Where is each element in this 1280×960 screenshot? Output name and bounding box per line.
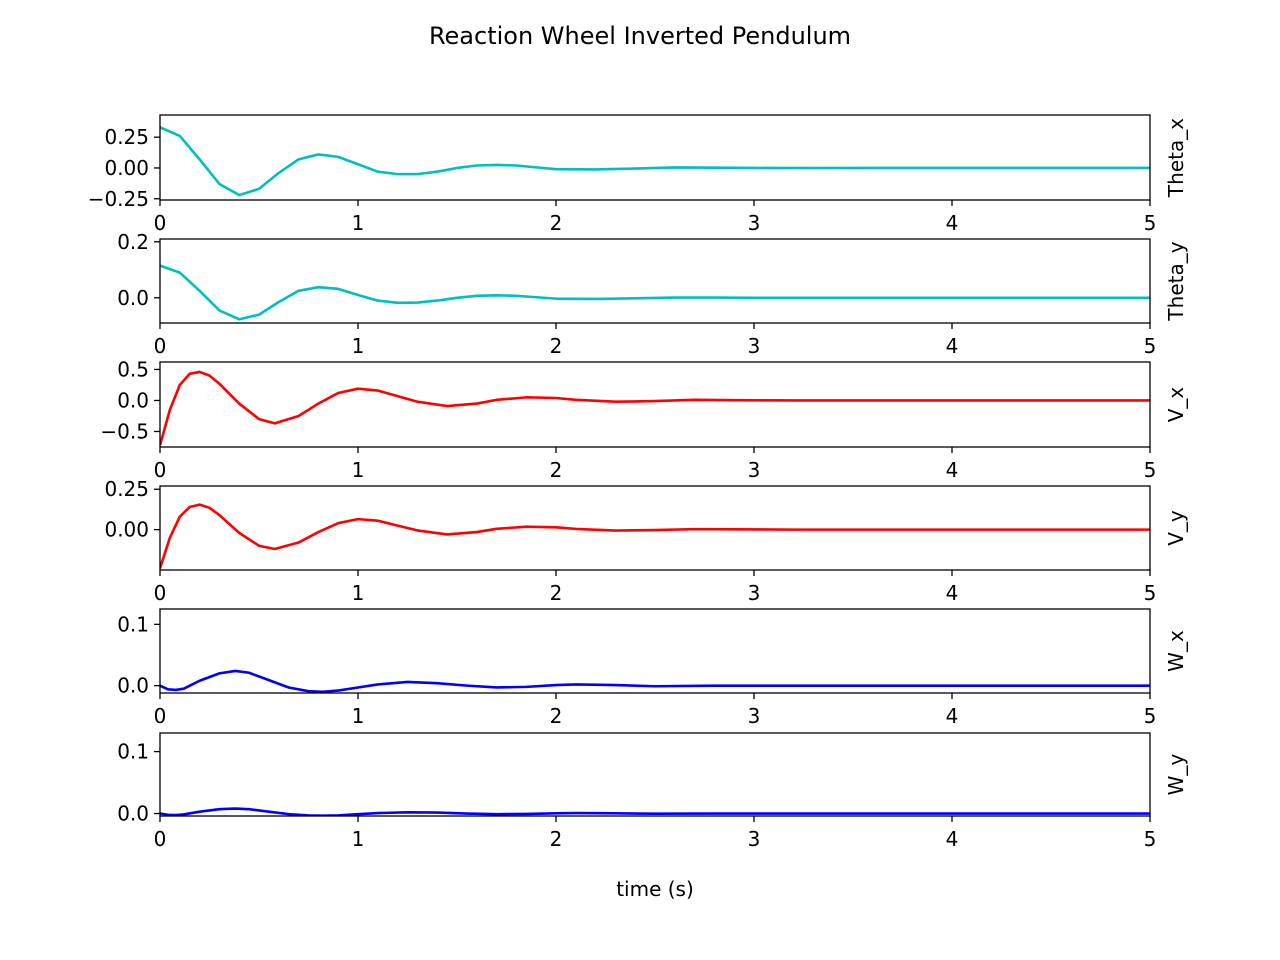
x-tick-label: 4 [946, 211, 959, 235]
x-tick-label: 3 [748, 704, 761, 728]
x-tick-label: 3 [748, 334, 761, 358]
y-tick-label: 0.0 [117, 388, 149, 412]
subplot-w-x: 0 1 2 3 4 5 0.0 0.1 W_x [117, 608, 1188, 728]
subplot-v-x: 0 1 2 3 4 5 −0.5 0.0 0.5 V_x [100, 357, 1188, 482]
x-tick-label: 2 [550, 334, 563, 358]
y-tick-label: 0.00 [104, 156, 149, 180]
axes-frame [159, 485, 1151, 571]
x-tick-label: 3 [748, 581, 761, 605]
x-tick-label: 0 [154, 704, 167, 728]
x-tick-label: 5 [1144, 704, 1157, 728]
x-tick-label: 4 [946, 334, 959, 358]
y-axis-label: V_x [1164, 387, 1188, 423]
y-tick-label: 0.2 [117, 230, 149, 254]
x-tick-label: 1 [352, 827, 365, 851]
x-tick-label: 2 [550, 704, 563, 728]
subplot-theta-y: 0 1 2 3 4 5 0.0 0.2 Theta_y [117, 230, 1188, 358]
x-tick-label: 5 [1144, 334, 1157, 358]
x-tick-label: 1 [352, 581, 365, 605]
x-tick-label: 1 [352, 458, 365, 482]
y-tick-label: 0.0 [117, 674, 149, 698]
series-line [160, 264, 1150, 321]
axes-frame [159, 238, 1151, 324]
x-tick-label: 0 [154, 334, 167, 358]
x-tick-label: 3 [748, 827, 761, 851]
y-axis-label: W_x [1164, 630, 1188, 672]
y-tick-label: 0.0 [117, 802, 149, 826]
y-tick-label: −0.25 [88, 187, 149, 211]
x-tick-label: 3 [748, 211, 761, 235]
x-tick-label: 4 [946, 827, 959, 851]
y-axis-label: Theta_y [1164, 241, 1188, 321]
figure-title: Reaction Wheel Inverted Pendulum [429, 22, 851, 50]
x-tick-label: 4 [946, 581, 959, 605]
y-tick-label: 0.0 [117, 286, 149, 310]
x-tick-label: 2 [550, 827, 563, 851]
x-tick-label: 4 [946, 458, 959, 482]
y-tick-label: 0.25 [104, 125, 149, 149]
x-tick-label: 4 [946, 704, 959, 728]
series-line [160, 126, 1150, 197]
x-tick-label: 0 [154, 827, 167, 851]
x-tick-label: 2 [550, 458, 563, 482]
x-tick-label: 1 [352, 211, 365, 235]
x-tick-label: 1 [352, 334, 365, 358]
y-axis-label: Theta_x [1164, 118, 1188, 198]
axes-frame [159, 732, 1151, 817]
series-line [160, 503, 1150, 569]
x-tick-label: 3 [748, 458, 761, 482]
subplot-stack: 0 1 2 3 4 5−0.250.000.25 Theta_x0 1 2 3 4 50.00.2 Th… [88, 114, 1188, 851]
x-tick-label: 5 [1144, 827, 1157, 851]
series-line [160, 370, 1150, 446]
subplot-w-y: 0 1 2 3 4 5 0.0 0.1 W_y [117, 732, 1188, 851]
x-axis-label: time (s) [616, 877, 694, 901]
x-tick-label: 0 [154, 211, 167, 235]
y-tick-label: −0.5 [100, 419, 149, 443]
x-tick-label: 0 [154, 581, 167, 605]
x-tick-label: 2 [550, 211, 563, 235]
subplot-theta-x: 0 1 2 3 4 5 −0.25 0.00 0.25 Theta_x [88, 114, 1188, 235]
y-tick-label: 0.1 [117, 740, 149, 764]
axes-frame [159, 114, 1151, 201]
series-line [160, 669, 1150, 693]
y-tick-label: 0.25 [104, 477, 149, 501]
axes-frame [159, 608, 1151, 694]
y-axis-label: W_y [1164, 754, 1188, 796]
x-tick-label: 5 [1144, 211, 1157, 235]
subplot-v-y: 0 1 2 3 4 5 0.00 0.25 V_y [104, 477, 1188, 605]
axes-frame [159, 361, 1151, 448]
x-tick-label: 2 [550, 581, 563, 605]
series-line [160, 807, 1150, 816]
x-tick-label: 5 [1144, 458, 1157, 482]
y-tick-label: 0.00 [104, 518, 149, 542]
y-tick-label: 0.5 [117, 357, 149, 381]
x-tick-label: 5 [1144, 581, 1157, 605]
y-tick-label: 0.1 [117, 612, 149, 636]
x-tick-label: 0 [154, 458, 167, 482]
y-axis-label: V_y [1164, 510, 1188, 546]
x-tick-label: 1 [352, 704, 365, 728]
